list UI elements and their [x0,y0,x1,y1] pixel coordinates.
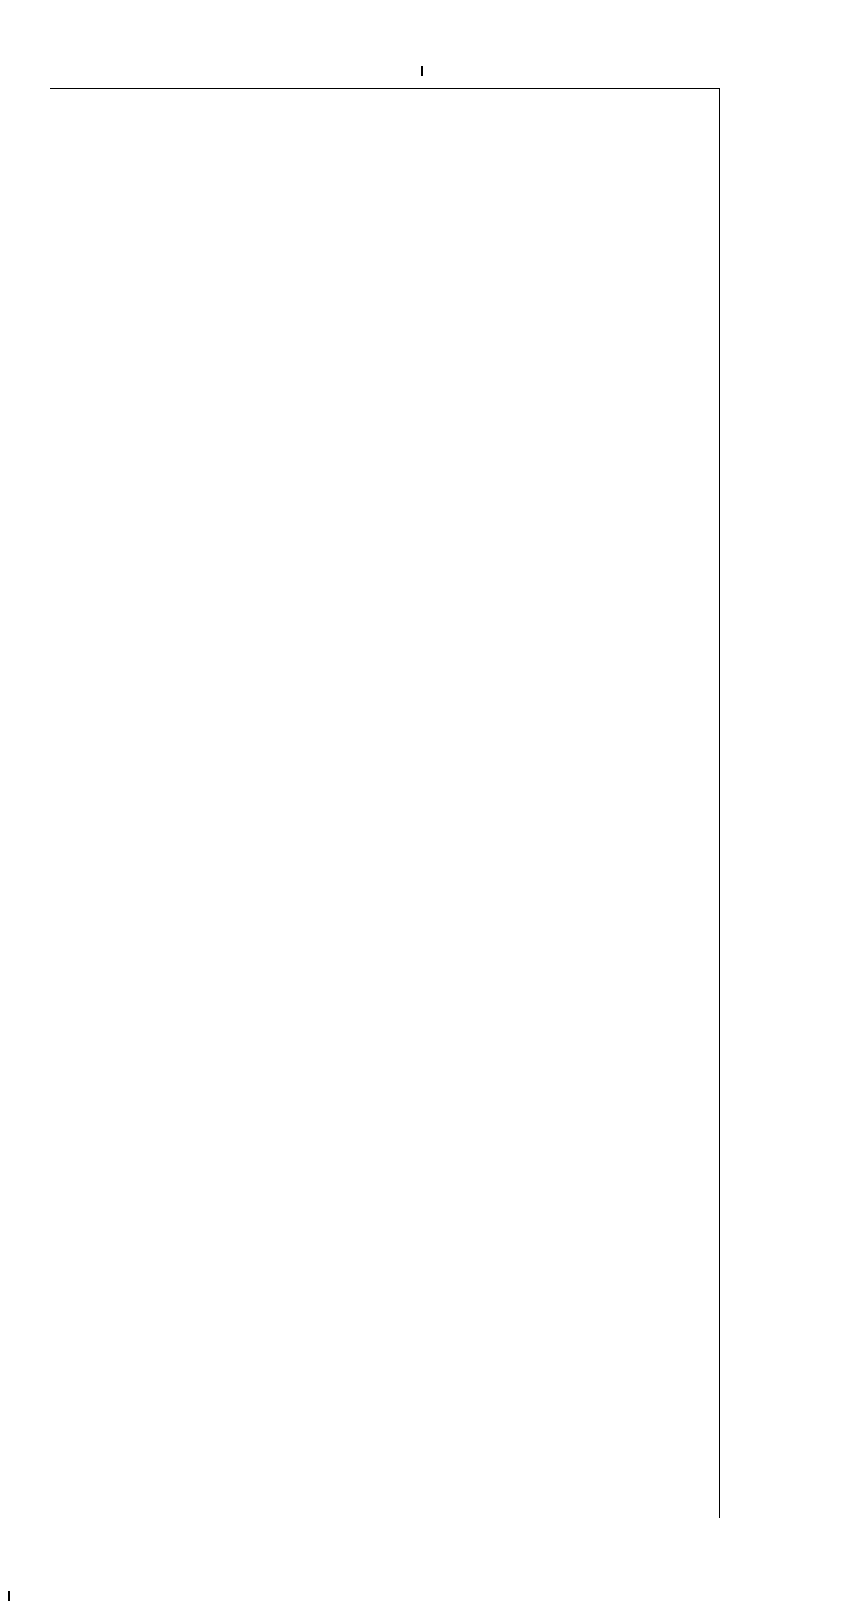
footer-bar-icon [8,1591,10,1601]
scale-bar-icon [421,66,423,76]
x-axis [50,1520,720,1560]
footer-scale [8,1589,32,1603]
seismogram-plot [50,88,720,1518]
scale-legend [0,64,850,78]
